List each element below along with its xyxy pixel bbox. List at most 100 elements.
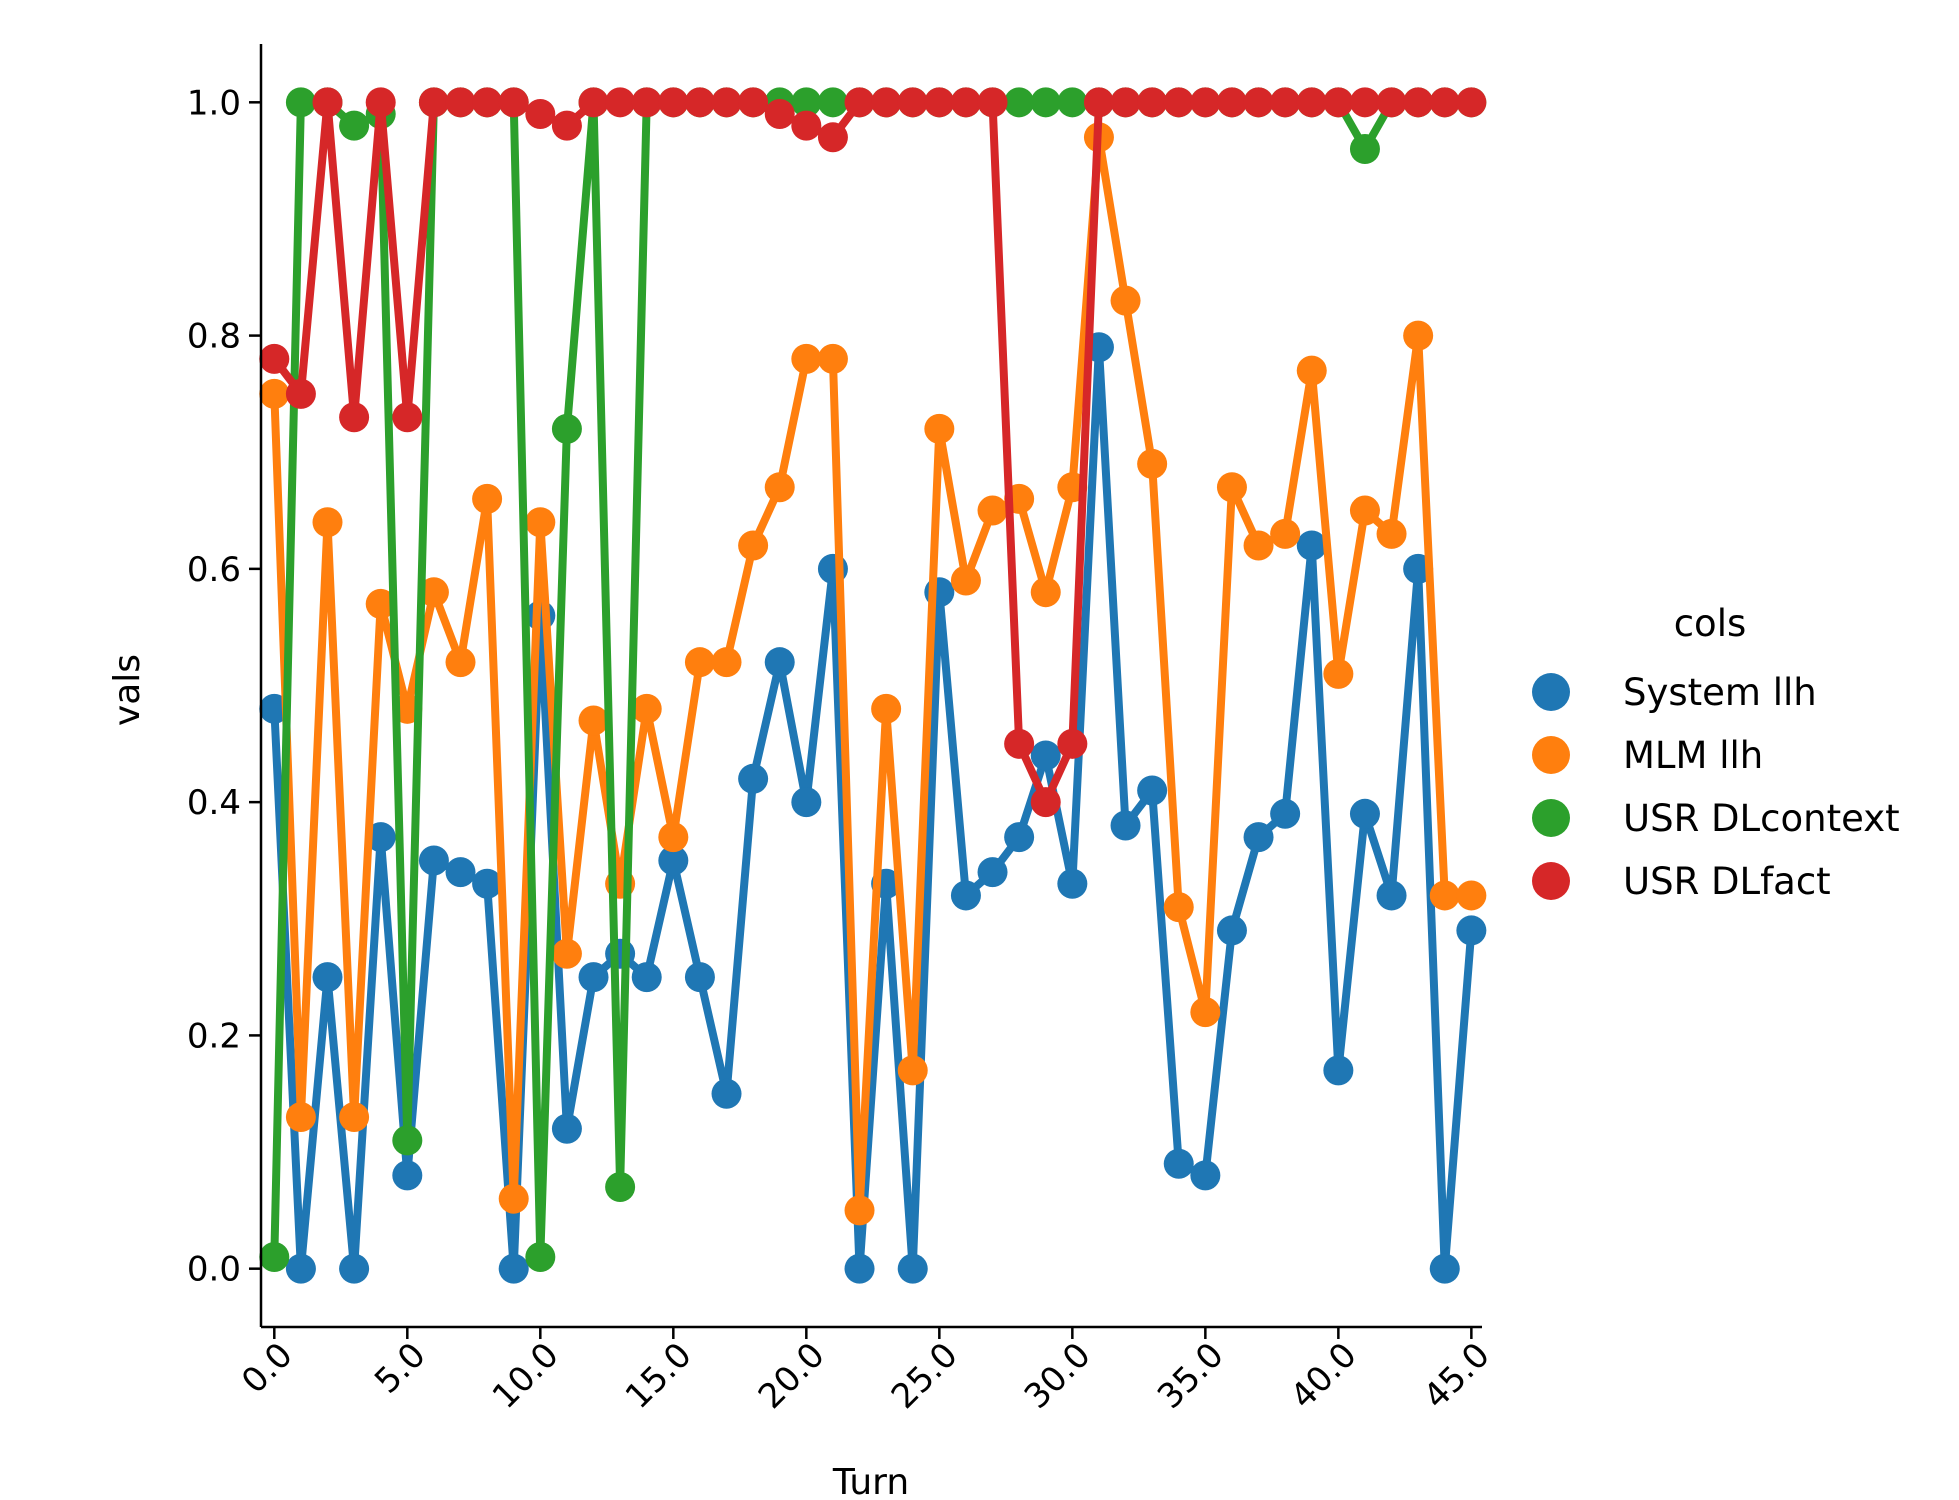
- data-point: [817, 343, 848, 374]
- data-point: [578, 962, 609, 993]
- legend-label: USR DLcontext: [1623, 797, 1900, 840]
- data-point: [817, 87, 848, 118]
- data-point: [684, 87, 715, 118]
- data-point: [738, 530, 769, 561]
- data-point: [1030, 787, 1061, 818]
- data-point: [631, 693, 662, 724]
- legend-label: MLM llh: [1623, 734, 1763, 777]
- data-point: [1030, 87, 1061, 118]
- data-point: [977, 87, 1008, 118]
- data-point: [339, 402, 370, 433]
- data-point: [711, 1078, 742, 1109]
- legend-title: cols: [1674, 602, 1747, 645]
- data-point: [1243, 822, 1274, 853]
- data-point: [551, 1113, 582, 1144]
- data-point: [871, 693, 902, 724]
- data-point: [791, 110, 822, 141]
- data-point: [1376, 880, 1407, 911]
- x-tick-label: 25.0: [884, 1335, 966, 1417]
- data-point: [445, 87, 476, 118]
- plot-area: [259, 87, 1487, 1284]
- y-tick-label: 0.2: [187, 1016, 241, 1056]
- data-point: [791, 343, 822, 374]
- data-point: [339, 1253, 370, 1284]
- data-point: [525, 98, 556, 129]
- data-point: [897, 1055, 928, 1086]
- data-point: [578, 87, 609, 118]
- data-point: [392, 402, 423, 433]
- data-point: [871, 87, 902, 118]
- x-tick-label: 35.0: [1150, 1335, 1232, 1417]
- y-tick-label: 0.4: [187, 783, 241, 823]
- data-point: [658, 822, 689, 853]
- data-point: [285, 87, 316, 118]
- data-point: [312, 507, 343, 538]
- data-point: [1190, 997, 1221, 1028]
- data-point: [1456, 87, 1487, 118]
- data-point: [1429, 1253, 1460, 1284]
- data-point: [738, 763, 769, 794]
- data-point: [312, 962, 343, 993]
- data-point: [1083, 87, 1114, 118]
- data-point: [339, 1102, 370, 1133]
- data-point: [658, 845, 689, 876]
- data-point: [1323, 87, 1354, 118]
- data-point: [658, 87, 689, 118]
- x-tick-label: 40.0: [1283, 1335, 1365, 1417]
- data-point: [339, 110, 370, 141]
- x-tick-label: 10.0: [485, 1335, 567, 1417]
- x-axis-title: Turn: [832, 1462, 909, 1500]
- data-point: [764, 647, 795, 678]
- data-point: [1323, 658, 1354, 689]
- y-tick-label: 0.8: [187, 317, 241, 357]
- data-point: [1004, 87, 1035, 118]
- data-point: [259, 343, 290, 374]
- legend-label: System llh: [1623, 671, 1817, 714]
- data-point: [472, 483, 503, 514]
- data-point: [285, 378, 316, 409]
- x-tick-label: 20.0: [751, 1335, 833, 1417]
- data-point: [684, 647, 715, 678]
- x-tick-label: 15.0: [618, 1335, 700, 1417]
- data-point: [1270, 518, 1301, 549]
- data-point: [1429, 880, 1460, 911]
- data-point: [1216, 472, 1247, 503]
- data-point: [1137, 448, 1168, 479]
- data-point: [1163, 87, 1194, 118]
- data-point: [472, 87, 503, 118]
- data-point: [525, 1242, 556, 1273]
- data-point: [1057, 728, 1088, 759]
- y-tick-label: 0.0: [187, 1250, 241, 1290]
- data-point: [1349, 133, 1380, 164]
- data-point: [525, 507, 556, 538]
- data-point: [1456, 880, 1487, 911]
- data-point: [498, 87, 529, 118]
- legend-label: USR DLfact: [1623, 860, 1831, 903]
- data-point: [844, 87, 875, 118]
- data-point: [1376, 87, 1407, 118]
- x-tick-label: 45.0: [1416, 1335, 1498, 1417]
- data-point: [392, 1160, 423, 1191]
- data-point: [1004, 728, 1035, 759]
- data-point: [1349, 87, 1380, 118]
- data-point: [418, 577, 449, 608]
- data-point: [365, 588, 396, 619]
- data-point: [1137, 775, 1168, 806]
- series-mlm-llh: [259, 122, 1487, 1226]
- series-usr-dlfact: [259, 87, 1487, 818]
- data-point: [1216, 87, 1247, 118]
- data-point: [551, 110, 582, 141]
- y-tick-label: 0.6: [187, 550, 241, 590]
- data-point: [259, 1242, 290, 1273]
- y-tick-label: 1.0: [187, 83, 241, 123]
- x-ticks: 0.0 5.0 10.0 15.0 20.0 25.0 30.0 35.0 40.0 45.0: [234, 1327, 1498, 1417]
- data-point: [1190, 87, 1221, 118]
- data-point: [1243, 87, 1274, 118]
- axes: [259, 44, 1482, 1329]
- data-point: [844, 1253, 875, 1284]
- data-point: [365, 822, 396, 853]
- data-point: [1296, 530, 1327, 561]
- data-point: [1110, 285, 1141, 316]
- data-point: [1403, 320, 1434, 351]
